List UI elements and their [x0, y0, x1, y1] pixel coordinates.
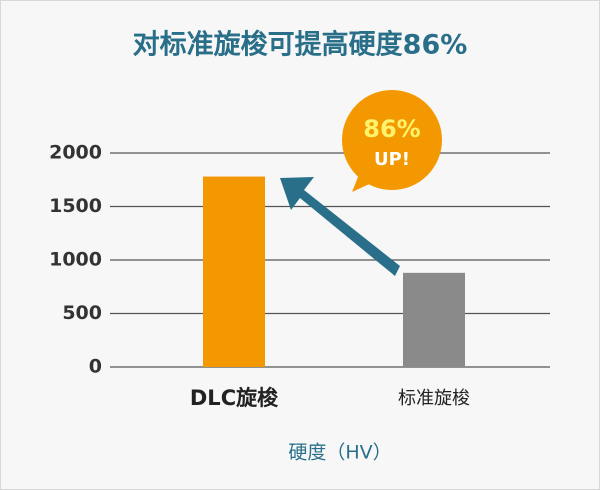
- arrow: [280, 177, 400, 276]
- y-tick-label: 1000: [49, 249, 102, 271]
- y-tick-label: 500: [62, 302, 102, 324]
- callout-bubble: [342, 90, 442, 190]
- x-tick-label: 标准旋梭: [398, 388, 470, 409]
- bar: [403, 272, 465, 367]
- callout-text: UP!: [374, 149, 410, 170]
- y-tick-label: 0: [89, 356, 102, 378]
- y-tick-label: 1500: [49, 195, 102, 217]
- callout-tail: [352, 172, 378, 192]
- plot-area: 0 500 1000 1500 2000 DLC旋梭 标准旋梭: [49, 142, 550, 410]
- x-tick-label: DLC旋梭: [190, 386, 279, 410]
- callout-value: 86%: [363, 115, 420, 143]
- chart-title: 对标准旋梭可提高硬度86%: [133, 29, 468, 61]
- x-axis-label: 硬度（HV）: [288, 442, 391, 464]
- bar: [203, 176, 265, 367]
- y-tick-label: 2000: [49, 142, 102, 164]
